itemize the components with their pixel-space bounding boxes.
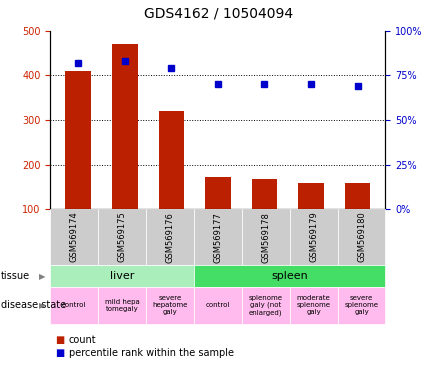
Text: liver: liver [110, 271, 134, 281]
Text: spleen: spleen [271, 271, 308, 281]
Text: splenome
galy (not
enlarged): splenome galy (not enlarged) [249, 295, 283, 316]
Text: GSM569174: GSM569174 [70, 212, 79, 263]
Bar [66, 71, 91, 209]
Text: GSM569180: GSM569180 [357, 212, 366, 263]
Text: tissue: tissue [1, 271, 30, 281]
Bar [159, 111, 184, 209]
Text: ▶: ▶ [39, 301, 46, 310]
Text: GSM569179: GSM569179 [309, 212, 318, 263]
Text: GDS4162 / 10504094: GDS4162 / 10504094 [145, 7, 293, 20]
Text: ■: ■ [55, 335, 64, 345]
Text: GSM569176: GSM569176 [166, 212, 174, 263]
Text: percentile rank within the sample: percentile rank within the sample [69, 348, 234, 358]
Text: ▶: ▶ [39, 271, 46, 281]
Text: control: control [206, 303, 230, 308]
Bar [205, 177, 231, 209]
Text: severe
splenome
galy: severe splenome galy [345, 295, 378, 316]
Text: GSM569177: GSM569177 [213, 212, 223, 263]
Text: moderate
splenome
galy: moderate splenome galy [297, 295, 331, 316]
Text: GSM569178: GSM569178 [261, 212, 270, 263]
Text: GSM569175: GSM569175 [118, 212, 127, 263]
Text: count: count [69, 335, 96, 345]
Bar [345, 184, 370, 209]
Text: mild hepa
tomegaly: mild hepa tomegaly [105, 299, 140, 312]
Text: ■: ■ [55, 348, 64, 358]
Text: disease state: disease state [1, 300, 66, 311]
Text: severe
hepatome
galy: severe hepatome galy [152, 295, 188, 316]
Bar [298, 184, 324, 209]
Text: control: control [62, 303, 86, 308]
Bar [112, 44, 138, 209]
Bar [252, 179, 277, 209]
